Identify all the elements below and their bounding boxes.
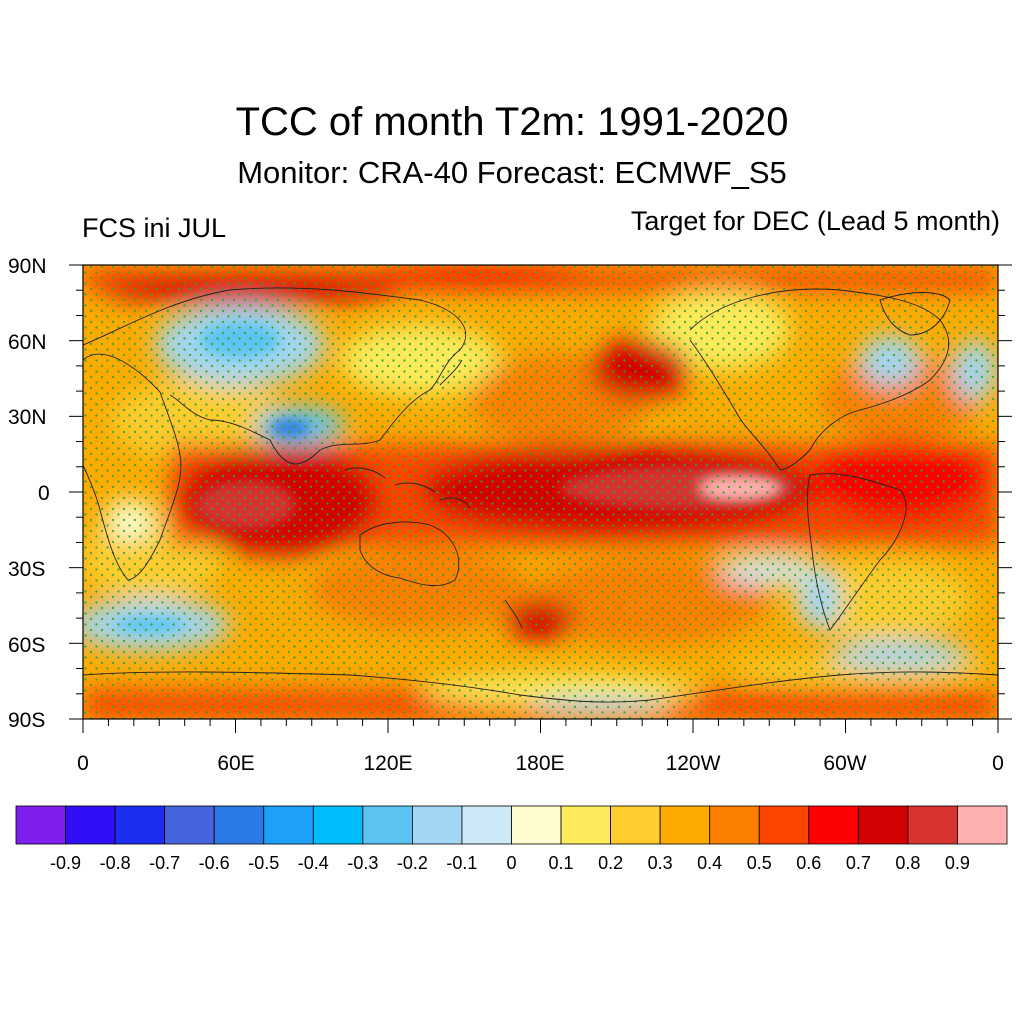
colorbar-swatch [15, 805, 66, 845]
colorbar-swatch [411, 805, 463, 845]
colorbar-swatch [164, 805, 215, 845]
colorbar-swatch [461, 805, 512, 845]
init-label: FCS ini JUL [82, 213, 227, 243]
colorbar-label: 0.1 [548, 853, 574, 873]
colorbar-label: -0.4 [297, 853, 329, 873]
colorbar-swatch [758, 805, 810, 845]
colorbar-label: -0.9 [50, 853, 82, 873]
lon-label: 180E [515, 752, 565, 775]
lon-label: 60E [217, 752, 255, 775]
colorbar-swatch [114, 805, 166, 845]
colorbar-label: -0.2 [396, 853, 428, 873]
colorbar-label: -0.3 [347, 853, 379, 873]
colorbar-label: 0.6 [796, 853, 822, 873]
lat-label: 0 [38, 482, 50, 505]
colorbar-label: -0.5 [248, 853, 280, 873]
lat-label: 90S [8, 709, 46, 732]
lon-label: 0 [77, 752, 89, 775]
correlation-field [83, 265, 998, 719]
lat-label: 90N [8, 255, 47, 278]
colorbar-label: 0 [506, 853, 517, 873]
colorbar-swatch [808, 805, 859, 845]
colorbar-swatch [957, 805, 1008, 845]
lat-label: 60S [8, 634, 46, 657]
lon-label: 120W [665, 752, 721, 775]
colorbar-label: 0.9 [944, 853, 970, 873]
colorbar-label: -0.1 [446, 853, 478, 873]
lat-label: 30S [8, 558, 46, 581]
colorbar-swatch [263, 805, 314, 845]
lon-label: 0 [992, 752, 1004, 775]
colorbar-label: 0.7 [845, 853, 871, 873]
colorbar-label: -0.6 [198, 853, 230, 873]
lat-label: 30N [8, 406, 47, 429]
colorbar-label: 0.4 [697, 853, 723, 873]
target-label: Target for DEC (Lead 5 month) [630, 206, 1000, 236]
colorbar-swatch [659, 805, 711, 845]
colorbar-swatch [560, 805, 611, 845]
colorbar-swatch [907, 805, 958, 845]
lon-label: 120E [363, 752, 413, 775]
colorbar-swatch [610, 805, 661, 845]
colorbar-swatch [857, 805, 909, 845]
colorbar-label: -0.8 [99, 853, 131, 873]
colorbar-swatch [65, 805, 116, 845]
colorbar-label: 0.5 [746, 853, 772, 873]
colorbar-swatch [213, 805, 265, 845]
lat-label: 60N [8, 331, 47, 354]
colorbar-label: -0.7 [149, 853, 181, 873]
colorbar [15, 805, 1008, 845]
colorbar-label: 0.2 [598, 853, 624, 873]
colorbar-swatch [312, 805, 364, 845]
coastlines [83, 287, 998, 703]
lon-label: 60W [823, 752, 867, 775]
colorbar-swatch [362, 805, 413, 845]
colorbar-swatch [709, 805, 760, 845]
colorbar-label: 0.8 [895, 853, 921, 873]
colorbar-label: 0.3 [647, 853, 673, 873]
colorbar-swatch [511, 805, 562, 845]
map-subtitle: Monitor: CRA-40 Forecast: ECMWF_S5 [237, 155, 787, 190]
map-title: TCC of month T2m: 1991-2020 [235, 100, 789, 144]
